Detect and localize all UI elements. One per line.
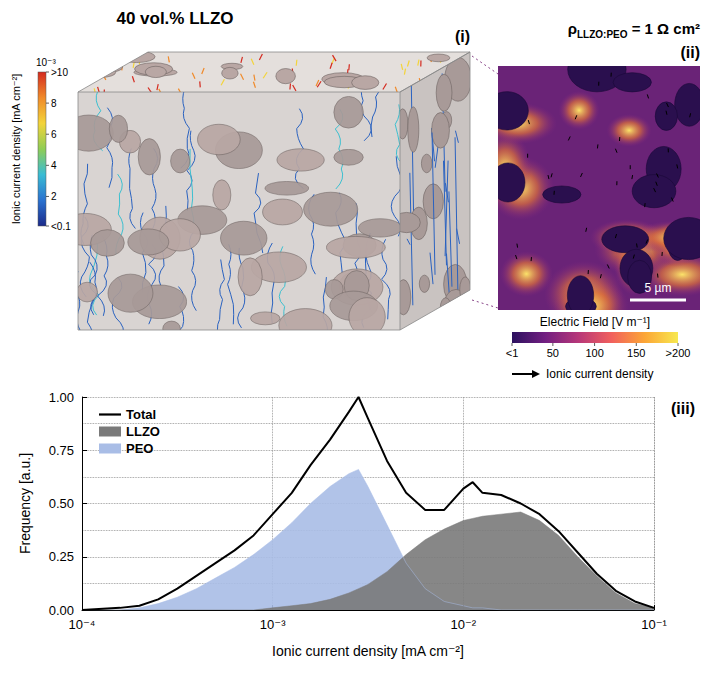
svg-text:4: 4: [51, 160, 57, 171]
svg-text:Ionic current density [mA cm⁻²: Ionic current density [mA cm⁻²]: [10, 74, 22, 225]
svg-text:>10: >10: [51, 67, 68, 78]
svg-text:0.00: 0.00: [49, 603, 74, 618]
svg-text:(ii): (ii): [680, 44, 700, 61]
svg-text:Ionic current density [mA cm⁻²: Ionic current density [mA cm⁻²]: [272, 643, 464, 659]
svg-text:Frequency [a.u.]: Frequency [a.u.]: [17, 453, 33, 554]
svg-text:10⁻³: 10⁻³: [260, 617, 286, 632]
svg-text:10⁻³: 10⁻³: [36, 57, 56, 68]
svg-text:50: 50: [547, 347, 559, 359]
svg-text:Electric Field [V m⁻¹]: Electric Field [V m⁻¹]: [540, 315, 650, 329]
svg-text:ρLLZO:PEO = 1 Ω cm²: ρLLZO:PEO = 1 Ω cm²: [568, 20, 700, 40]
svg-text:>200: >200: [666, 347, 691, 359]
svg-text:0.75: 0.75: [49, 443, 74, 458]
svg-text:LLZO: LLZO: [126, 424, 160, 439]
svg-text:PEO: PEO: [126, 441, 153, 456]
svg-text:0.50: 0.50: [49, 496, 74, 511]
svg-text:5 µm: 5 µm: [645, 281, 672, 295]
svg-text:(iii): (iii): [671, 400, 695, 417]
svg-text:<0.1: <0.1: [51, 221, 71, 232]
svg-text:Ionic current density: Ionic current density: [546, 367, 653, 381]
svg-text:Total: Total: [126, 407, 156, 422]
svg-text:8: 8: [51, 98, 57, 109]
svg-text:40 vol.% LLZO: 40 vol.% LLZO: [116, 9, 233, 28]
svg-text:10⁻¹: 10⁻¹: [641, 617, 667, 632]
svg-text:100: 100: [585, 347, 603, 359]
svg-text:(i): (i): [455, 28, 470, 45]
svg-text:6: 6: [51, 129, 57, 140]
svg-text:1.00: 1.00: [49, 390, 74, 405]
svg-text:0.25: 0.25: [49, 549, 74, 564]
svg-text:<1: <1: [506, 347, 519, 359]
svg-text:10⁻²: 10⁻²: [451, 617, 477, 632]
svg-text:10⁻⁴: 10⁻⁴: [69, 617, 96, 632]
svg-text:150: 150: [627, 347, 645, 359]
svg-text:2: 2: [51, 191, 57, 202]
